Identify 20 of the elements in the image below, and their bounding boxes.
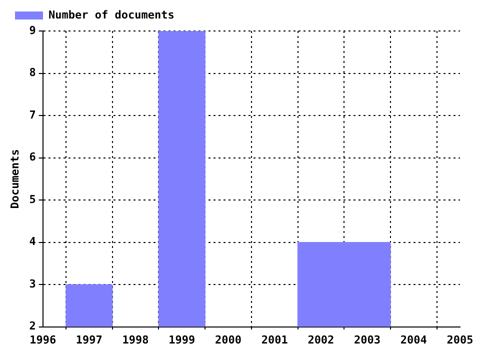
y-tick-label: 5	[29, 192, 36, 206]
y-axis-title: Documents	[8, 149, 22, 209]
x-tick-label: 1997	[76, 333, 102, 346]
x-tick-label: 2003	[354, 333, 381, 346]
y-tick-label: 7	[29, 108, 36, 122]
y-tick-label: 6	[29, 150, 36, 164]
y-tick-label: 3	[29, 277, 36, 290]
x-tick-label: 1998	[122, 333, 149, 346]
x-tick-label: 2000	[214, 333, 242, 346]
x-tick-label: 1996	[30, 333, 56, 346]
x-tick-label: 2001	[261, 333, 288, 346]
y-tick-label: 2	[29, 320, 36, 333]
y-tick-label: 9	[29, 24, 36, 37]
x-tick-label: 2002	[308, 333, 334, 346]
x-tick-label: 1999	[168, 333, 196, 346]
x-tick-label: 2004	[400, 333, 428, 346]
x-tick-label: 2005	[446, 333, 474, 346]
y-tick-label: 4	[29, 235, 36, 248]
legend-label: Number of documents	[48, 8, 174, 22]
y-tick-label: 8	[29, 66, 36, 80]
